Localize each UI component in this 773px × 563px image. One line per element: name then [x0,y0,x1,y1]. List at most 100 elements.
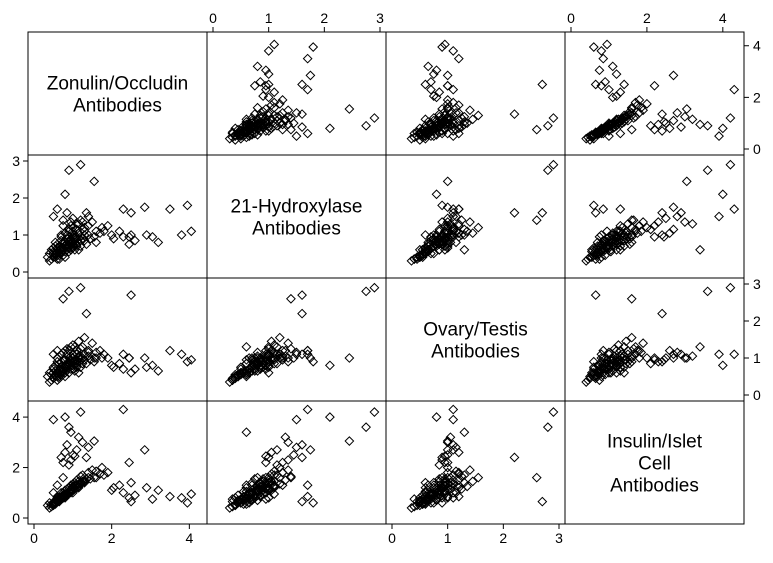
data-point [260,494,271,504]
tick-label: 0 [209,10,217,26]
data-point [235,131,246,142]
data-point [274,98,285,109]
data-point [235,133,246,144]
panel-frame [564,277,745,402]
data-point [687,114,698,125]
data-point [73,356,84,367]
data-point [60,412,70,422]
data-point [428,482,439,493]
data-point [409,128,420,139]
data-point [604,367,614,378]
data-point [590,373,601,384]
data-point [592,129,603,140]
data-point [255,364,266,375]
data-point [406,503,417,513]
data-point [277,467,288,478]
data-point [241,119,252,130]
data-point [687,351,698,362]
data-point [258,91,269,101]
data-point [613,340,624,350]
data-point [453,475,464,486]
data-point [679,111,690,122]
data-point [717,189,728,200]
data-point [361,286,371,297]
data-point [657,126,667,136]
data-point [77,217,88,227]
data-point [456,230,467,240]
data-point [98,470,109,481]
data-point [607,237,618,248]
data-point [414,252,425,263]
data-point [417,124,428,135]
data-point [283,105,294,116]
data-point [459,116,470,127]
data-point [439,110,450,121]
data-point [260,115,271,126]
data-point [605,246,616,257]
panel-hydroxylase-vs-zonulin [27,154,208,279]
data-point [588,200,599,211]
data-point [624,239,635,250]
data-point [442,239,453,250]
data-point [227,496,238,507]
data-point [649,231,660,242]
data-point [596,353,607,363]
data-point [283,338,294,349]
data-point [227,375,238,386]
panel-hydroxylase-vs-insulin [564,154,745,279]
data-point [126,477,137,488]
data-point [659,116,669,127]
data-point [71,444,82,455]
data-point [52,375,63,386]
data-point [73,244,84,255]
data-point [44,248,55,259]
data-point [114,480,125,491]
data-point [324,123,335,134]
data-point [277,354,288,365]
data-point [442,176,453,187]
data-point [657,308,667,319]
data-point [274,332,285,343]
data-point [50,237,61,248]
variable-label: Zonulin/Occludin [47,74,189,95]
data-point [668,115,679,126]
data-point [448,211,459,222]
data-point [537,207,548,218]
data-point [241,366,252,376]
tick-label: 0 [12,264,20,280]
data-point [272,358,282,369]
data-point [588,42,599,52]
data-point [85,473,96,484]
data-point [255,126,266,136]
data-point [141,230,152,240]
data-point [442,217,453,227]
data-point [420,244,431,255]
data-point [439,124,450,135]
data-point [277,351,288,362]
data-point [548,407,559,417]
data-point [412,131,422,142]
data-point [230,371,241,382]
tick-label: 2 [753,89,761,105]
data-point [653,356,664,367]
data-point [56,452,67,463]
data-point [130,490,140,501]
data-point [291,442,302,453]
data-point [420,487,431,498]
data-point [52,254,63,264]
data-point [73,367,84,378]
data-point [277,480,288,491]
data-point [302,404,313,415]
data-point [428,91,439,101]
data-point [632,345,643,356]
data-point [729,204,740,215]
data-point [297,308,307,319]
data-point [588,367,599,378]
panel-zonulin-vs-insulin [564,31,745,156]
data-point [95,228,105,239]
tick-label: 3 [376,10,384,26]
data-point [269,476,280,487]
data-point [58,472,69,483]
data-point [79,476,90,487]
data-point [626,237,637,248]
